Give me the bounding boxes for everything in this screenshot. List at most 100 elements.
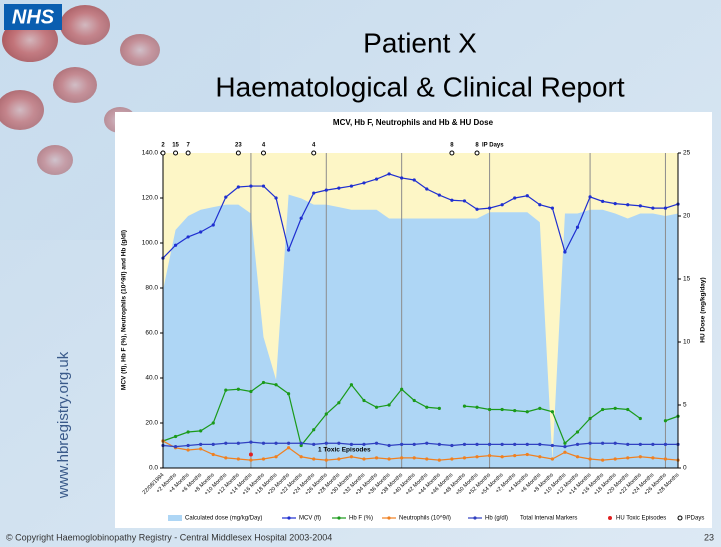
point — [501, 443, 504, 446]
point — [588, 442, 591, 445]
title: Haematological & Clinical Report — [215, 71, 625, 102]
point — [513, 409, 516, 412]
point — [450, 457, 453, 460]
legend-label: MCV (fl) — [299, 516, 321, 522]
logo-text: NHS — [12, 6, 55, 28]
point — [249, 459, 252, 462]
y-axis-label: MCV (fl), Hb F (%), Neutrophils (10^9/l)… — [120, 230, 128, 390]
point — [425, 187, 428, 190]
point — [187, 444, 190, 447]
y2-tick-label: 0 — [683, 465, 687, 472]
website: www.hbregistry.org.uk — [55, 351, 72, 499]
y-tick-label: 140.0 — [142, 150, 159, 157]
point — [224, 456, 227, 459]
point — [413, 456, 416, 459]
point — [463, 405, 466, 408]
point — [576, 455, 579, 458]
point — [375, 178, 378, 181]
point — [475, 208, 478, 211]
point — [325, 189, 328, 192]
point — [563, 451, 566, 454]
point — [551, 207, 554, 210]
point — [601, 200, 604, 203]
point — [199, 443, 202, 446]
point — [588, 457, 591, 460]
point — [287, 442, 290, 445]
legend-swatch — [168, 515, 182, 521]
slide: NHS Patient X Haematological & Clinical … — [0, 0, 721, 547]
point — [224, 196, 227, 199]
point — [237, 442, 240, 445]
legend-swatch — [337, 516, 340, 519]
point — [438, 459, 441, 462]
point — [651, 443, 654, 446]
y2-tick-label: 15 — [683, 276, 691, 283]
point — [563, 442, 566, 445]
point — [626, 203, 629, 206]
point — [664, 207, 667, 210]
legend-swatch — [608, 516, 612, 520]
point — [488, 408, 491, 411]
point — [325, 412, 328, 415]
point — [337, 442, 340, 445]
point — [362, 443, 365, 446]
point — [312, 457, 315, 460]
chart-title: MCV, Hb F, Neutrophils and Hb & HU Dose — [333, 118, 494, 127]
point — [274, 196, 277, 199]
point — [274, 383, 277, 386]
point — [400, 388, 403, 391]
y2-tick-label: 20 — [683, 213, 691, 220]
point — [463, 443, 466, 446]
point — [199, 429, 202, 432]
point — [199, 230, 202, 233]
legend-swatch — [387, 516, 390, 519]
point — [488, 207, 491, 210]
point — [174, 435, 177, 438]
point — [551, 410, 554, 413]
y2-tick-label: 5 — [683, 402, 687, 409]
point — [664, 419, 667, 422]
point — [350, 383, 353, 386]
point — [651, 207, 654, 210]
point — [438, 193, 441, 196]
toxic-episode — [249, 453, 253, 457]
point — [387, 457, 390, 460]
point — [237, 185, 240, 188]
point — [601, 408, 604, 411]
point — [526, 194, 529, 197]
point — [325, 459, 328, 462]
point — [614, 442, 617, 445]
point — [526, 453, 529, 456]
ip-day-marker — [161, 151, 165, 155]
point — [287, 446, 290, 449]
ip-day-marker — [475, 151, 479, 155]
point — [350, 184, 353, 187]
point — [312, 428, 315, 431]
y2-tick-label: 10 — [683, 339, 691, 346]
point — [387, 172, 390, 175]
point — [614, 457, 617, 460]
ip-day-marker — [186, 151, 190, 155]
footer: © Copyright Haemoglobinopathy Registry -… — [6, 532, 332, 542]
point — [513, 443, 516, 446]
y-tick-label: 40.0 — [145, 375, 158, 382]
point — [639, 455, 642, 458]
point — [501, 408, 504, 411]
ip-day-marker — [261, 151, 265, 155]
point — [576, 443, 579, 446]
legend-swatch — [287, 516, 290, 519]
point — [551, 457, 554, 460]
point — [501, 455, 504, 458]
point — [425, 406, 428, 409]
point — [576, 430, 579, 433]
y2-axis-label: HU Dose (mg/kg/day) — [700, 277, 707, 342]
point — [614, 202, 617, 205]
point — [312, 443, 315, 446]
point — [425, 457, 428, 460]
point — [450, 444, 453, 447]
legend-label: Calculated dose (mg/kg/Day) — [185, 516, 262, 522]
point — [237, 388, 240, 391]
point — [588, 417, 591, 420]
ip-day-marker — [174, 151, 178, 155]
point — [287, 392, 290, 395]
